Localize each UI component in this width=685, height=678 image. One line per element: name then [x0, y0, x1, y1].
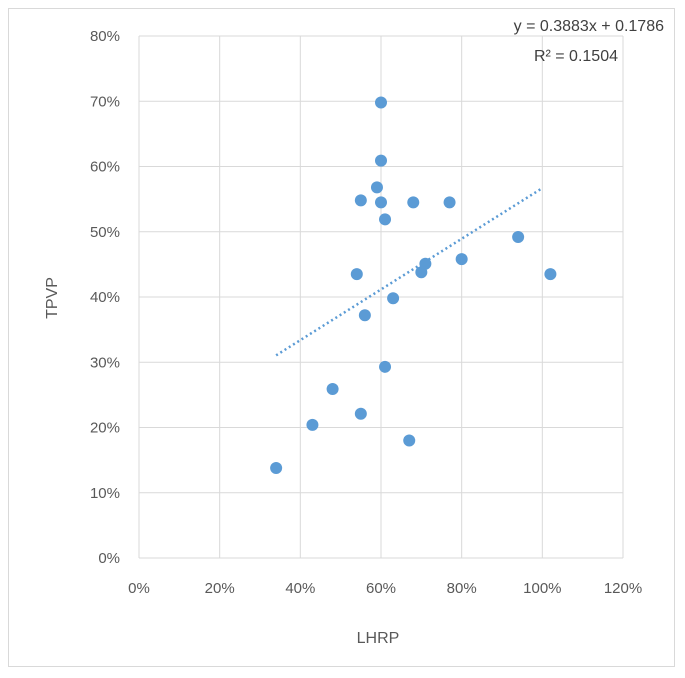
data-point	[375, 196, 387, 209]
y-tick-label: 60%	[90, 159, 120, 176]
x-tick-label: 120%	[604, 580, 642, 597]
data-point	[387, 292, 400, 305]
data-point	[407, 196, 420, 209]
y-tick-label: 70%	[90, 93, 120, 110]
trendline-r-squared: R² = 0.1504	[534, 48, 618, 65]
data-point	[375, 96, 387, 109]
data-point	[512, 230, 525, 243]
data-point	[443, 196, 456, 209]
y-tick-label: 10%	[90, 485, 120, 502]
y-tick-label: 80%	[90, 28, 120, 45]
data-point	[358, 309, 371, 322]
x-axis-ticks: 0% 20% 40% 60% 80% 100% 120%	[128, 580, 642, 597]
trendline	[275, 187, 543, 357]
data-point	[354, 194, 367, 207]
x-tick-label: 40%	[285, 580, 315, 597]
x-tick-label: 100%	[523, 580, 561, 597]
y-tick-label: 30%	[90, 354, 120, 371]
data-point	[375, 154, 387, 167]
y-axis-ticks: 0% 10% 20% 30% 40% 50% 60% 70% 80%	[90, 28, 120, 567]
y-tick-label: 0%	[98, 550, 120, 567]
y-tick-label: 40%	[90, 289, 120, 306]
gridlines	[138, 35, 624, 559]
data-point	[544, 268, 557, 281]
trendline-equation: y = 0.3883x + 0.1786	[514, 18, 664, 35]
data-point	[455, 253, 468, 266]
data-point	[306, 418, 319, 431]
y-tick-label: 50%	[90, 224, 120, 241]
data-point	[419, 257, 432, 270]
y-tick-label: 20%	[90, 420, 120, 437]
data-point	[350, 268, 363, 281]
data-point	[270, 461, 283, 474]
y-axis-title: TPVP	[44, 277, 61, 319]
x-axis-title: LHRP	[357, 630, 400, 647]
chart-frame	[8, 8, 675, 667]
data-point	[379, 360, 392, 373]
data-point	[354, 407, 367, 420]
x-tick-label: 60%	[366, 580, 396, 597]
data-point	[370, 181, 383, 194]
data-point	[403, 434, 416, 447]
data-point	[326, 383, 339, 396]
trendline-group	[275, 187, 543, 357]
data-point	[379, 213, 392, 226]
x-tick-label: 20%	[205, 580, 235, 597]
data-points	[270, 96, 557, 474]
x-tick-label: 0%	[128, 580, 150, 597]
x-tick-label: 80%	[447, 580, 477, 597]
